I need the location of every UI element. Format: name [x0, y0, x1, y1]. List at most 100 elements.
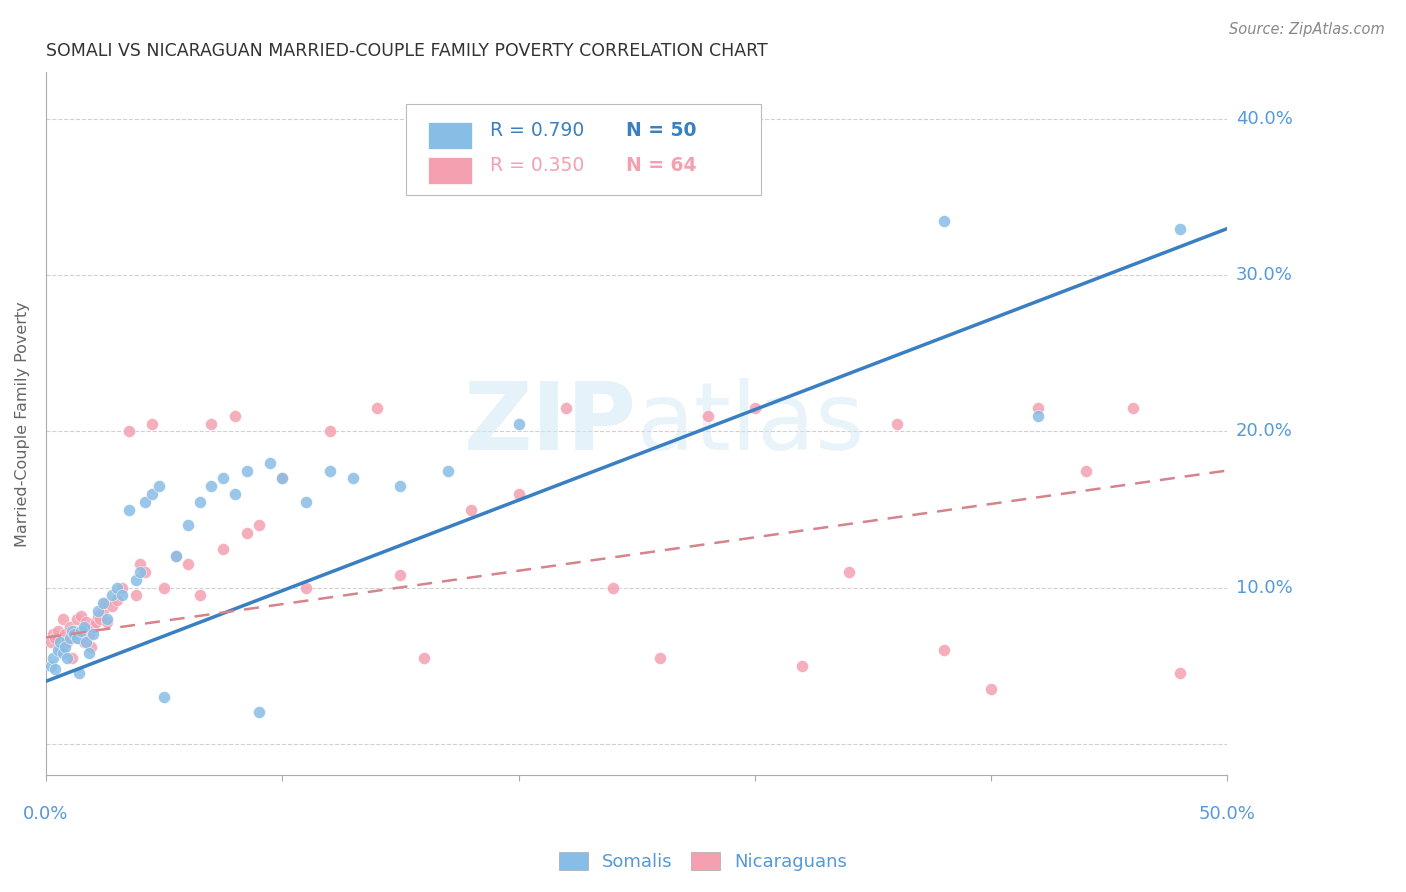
Point: [295, 494, 318, 508]
Point: [602, 581, 624, 595]
Point: [91, 604, 114, 618]
Point: [42, 650, 65, 665]
Point: [51, 646, 73, 660]
Point: [125, 573, 148, 587]
Point: [554, 401, 576, 415]
Point: [96, 615, 118, 629]
Point: [508, 487, 530, 501]
Point: [118, 502, 141, 516]
Point: [59, 631, 82, 645]
Point: [177, 557, 200, 571]
Point: [60, 624, 83, 639]
Point: [932, 213, 955, 227]
Point: [932, 643, 955, 657]
Point: [70, 608, 93, 623]
Point: [87, 604, 110, 618]
Point: [125, 588, 148, 602]
Point: [129, 557, 152, 571]
Point: [389, 479, 412, 493]
Point: [49, 635, 72, 649]
Point: [1028, 409, 1050, 423]
Point: [188, 494, 211, 508]
Point: [67, 631, 90, 645]
Point: [101, 588, 124, 602]
Point: [696, 409, 718, 423]
Point: [165, 549, 187, 564]
Point: [56, 650, 79, 665]
Point: [236, 525, 259, 540]
Point: [63, 627, 86, 641]
Point: [1028, 401, 1050, 415]
Point: [73, 635, 96, 649]
Point: [224, 409, 246, 423]
Point: [80, 640, 103, 654]
Point: [165, 549, 187, 564]
Point: [153, 690, 176, 704]
Point: [39, 635, 62, 649]
Point: [42, 627, 65, 641]
Text: R = 0.790: R = 0.790: [491, 121, 585, 140]
Point: [91, 596, 114, 610]
Point: [141, 417, 163, 431]
Point: [89, 612, 111, 626]
Text: Source: ZipAtlas.com: Source: ZipAtlas.com: [1229, 22, 1385, 37]
Point: [224, 487, 246, 501]
Point: [110, 588, 132, 602]
Point: [153, 581, 176, 595]
Text: SOMALI VS NICARAGUAN MARRIED-COUPLE FAMILY POVERTY CORRELATION CHART: SOMALI VS NICARAGUAN MARRIED-COUPLE FAMI…: [46, 42, 768, 60]
Point: [271, 471, 294, 485]
Point: [838, 565, 860, 579]
Point: [84, 615, 107, 629]
Text: atlas: atlas: [637, 377, 865, 470]
Point: [436, 463, 458, 477]
Point: [77, 646, 100, 660]
Legend: Somalis, Nicaraguans: Somalis, Nicaraguans: [551, 845, 855, 879]
Point: [60, 650, 83, 665]
Point: [259, 456, 281, 470]
Point: [212, 471, 235, 485]
Point: [295, 581, 318, 595]
Point: [134, 565, 156, 579]
Point: [75, 635, 97, 649]
Point: [141, 487, 163, 501]
Point: [96, 612, 118, 626]
Point: [134, 494, 156, 508]
Point: [118, 425, 141, 439]
Point: [413, 650, 436, 665]
Point: [75, 615, 97, 629]
Point: [318, 425, 340, 439]
Point: [39, 658, 62, 673]
Point: [105, 593, 128, 607]
Point: [980, 681, 1002, 696]
Text: 40.0%: 40.0%: [1236, 111, 1292, 128]
Point: [650, 650, 672, 665]
Point: [389, 568, 412, 582]
Point: [77, 627, 100, 641]
Point: [1074, 463, 1097, 477]
Point: [46, 643, 69, 657]
Text: 50.0%: 50.0%: [1199, 805, 1256, 823]
Point: [366, 401, 388, 415]
Point: [177, 518, 200, 533]
Point: [87, 608, 110, 623]
Point: [70, 624, 93, 639]
Point: [59, 619, 82, 633]
Point: [51, 612, 73, 626]
Point: [129, 565, 152, 579]
Point: [53, 640, 76, 654]
Point: [101, 599, 124, 614]
Point: [67, 666, 90, 681]
Point: [247, 518, 270, 533]
Point: [1168, 666, 1191, 681]
Point: [271, 471, 294, 485]
Point: [82, 627, 104, 641]
Point: [73, 619, 96, 633]
Text: 20.0%: 20.0%: [1236, 423, 1292, 441]
Point: [82, 619, 104, 633]
Point: [94, 596, 117, 610]
Point: [460, 502, 482, 516]
Point: [342, 471, 364, 485]
Text: 10.0%: 10.0%: [1236, 579, 1292, 597]
Text: N = 50: N = 50: [626, 121, 696, 140]
Point: [66, 612, 89, 626]
